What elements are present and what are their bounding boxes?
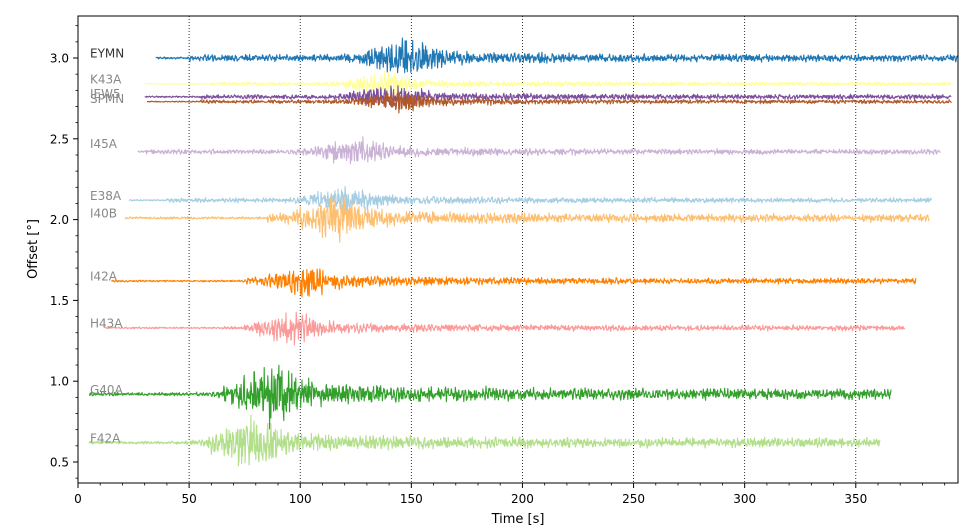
x-tick-label: 50 [181,492,196,506]
trace-i40b [124,196,930,243]
y-axis-label: Offset [°] [26,219,41,279]
station-label: F42A [90,431,121,445]
x-tick-label: 0 [74,492,82,506]
traces [88,37,958,467]
station-label: SPMN [90,92,124,106]
y-tick-label: 2.0 [50,213,69,227]
trace-iew5 [144,85,952,109]
station-label: EYMN [90,47,124,61]
trace-e38a [128,186,932,216]
station-label: I42A [90,270,118,284]
trace-k43a [144,71,952,96]
station-label: E38A [90,189,122,203]
y-tick-label: 2.5 [50,132,69,146]
trace-f42a [88,414,881,467]
y-tick-label: 3.0 [50,52,69,66]
station-label: H43A [90,317,123,331]
trace-spmn [146,88,952,114]
trace-eymn [155,37,958,74]
trace-i42a [110,268,917,298]
x-tick-label: 100 [289,492,312,506]
x-tick-label: 300 [733,492,756,506]
x-tick-label: 350 [844,492,867,506]
x-tick-label: 150 [400,492,423,506]
plot-frame [77,15,959,484]
trace-i45a [137,136,941,165]
x-tick-label: 200 [511,492,534,506]
x-tick-label: 250 [622,492,645,506]
station-label: G40A [90,383,124,397]
x-axis-label: Time [s] [491,512,545,525]
trace-h43a [104,311,906,346]
trace-g40a [88,364,892,430]
x-axis: 0 50 100 150 200 250 300 350 [74,483,946,506]
y-axis: 0.5 1.0 1.5 2.0 2.5 3.0 [50,25,78,479]
y-tick-label: 1.5 [50,294,69,308]
y-tick-label: 0.5 [50,455,69,469]
station-label: I45A [90,137,118,151]
station-label: I40B [90,207,117,221]
station-label: IEW5 [90,87,121,101]
y-tick-label: 1.0 [50,375,69,389]
station-label: K43A [90,73,122,87]
